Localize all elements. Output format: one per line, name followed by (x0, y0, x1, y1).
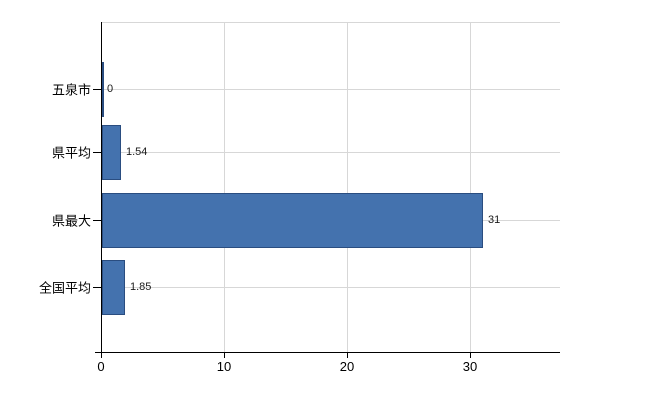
y-axis-tick (93, 89, 101, 90)
plot-top-border (101, 22, 560, 23)
category-label: 県平均 (51, 145, 91, 161)
y-gridline (101, 152, 560, 153)
bar (102, 192, 483, 248)
x-axis-tick (470, 353, 471, 358)
category-label: 全国平均 (38, 280, 91, 296)
y-gridline (101, 89, 560, 90)
x-gridline (470, 22, 471, 352)
y-axis-line (101, 22, 102, 352)
category-label: 五泉市 (51, 82, 91, 98)
x-axis-tick (347, 353, 348, 358)
x-tick-label: 0 (97, 359, 105, 374)
bar-zero (102, 61, 104, 117)
x-gridline (224, 22, 225, 352)
y-axis-tick (93, 287, 101, 288)
value-label: 1.85 (130, 281, 152, 293)
value-label: 1.54 (126, 146, 148, 158)
y-axis-tick (93, 220, 101, 221)
x-tick-label: 20 (339, 359, 355, 374)
y-gridline (101, 287, 560, 288)
category-label: 県最大 (51, 213, 91, 229)
x-tick-label: 30 (462, 359, 478, 374)
value-label: 0 (107, 83, 114, 95)
bar (102, 124, 121, 180)
bar (102, 259, 125, 315)
y-axis-tick (93, 152, 101, 153)
value-label: 31 (488, 214, 501, 226)
x-axis-tick (101, 353, 102, 358)
x-tick-label: 10 (216, 359, 232, 374)
x-axis-line (95, 352, 560, 353)
x-axis-tick (224, 353, 225, 358)
x-gridline (347, 22, 348, 352)
